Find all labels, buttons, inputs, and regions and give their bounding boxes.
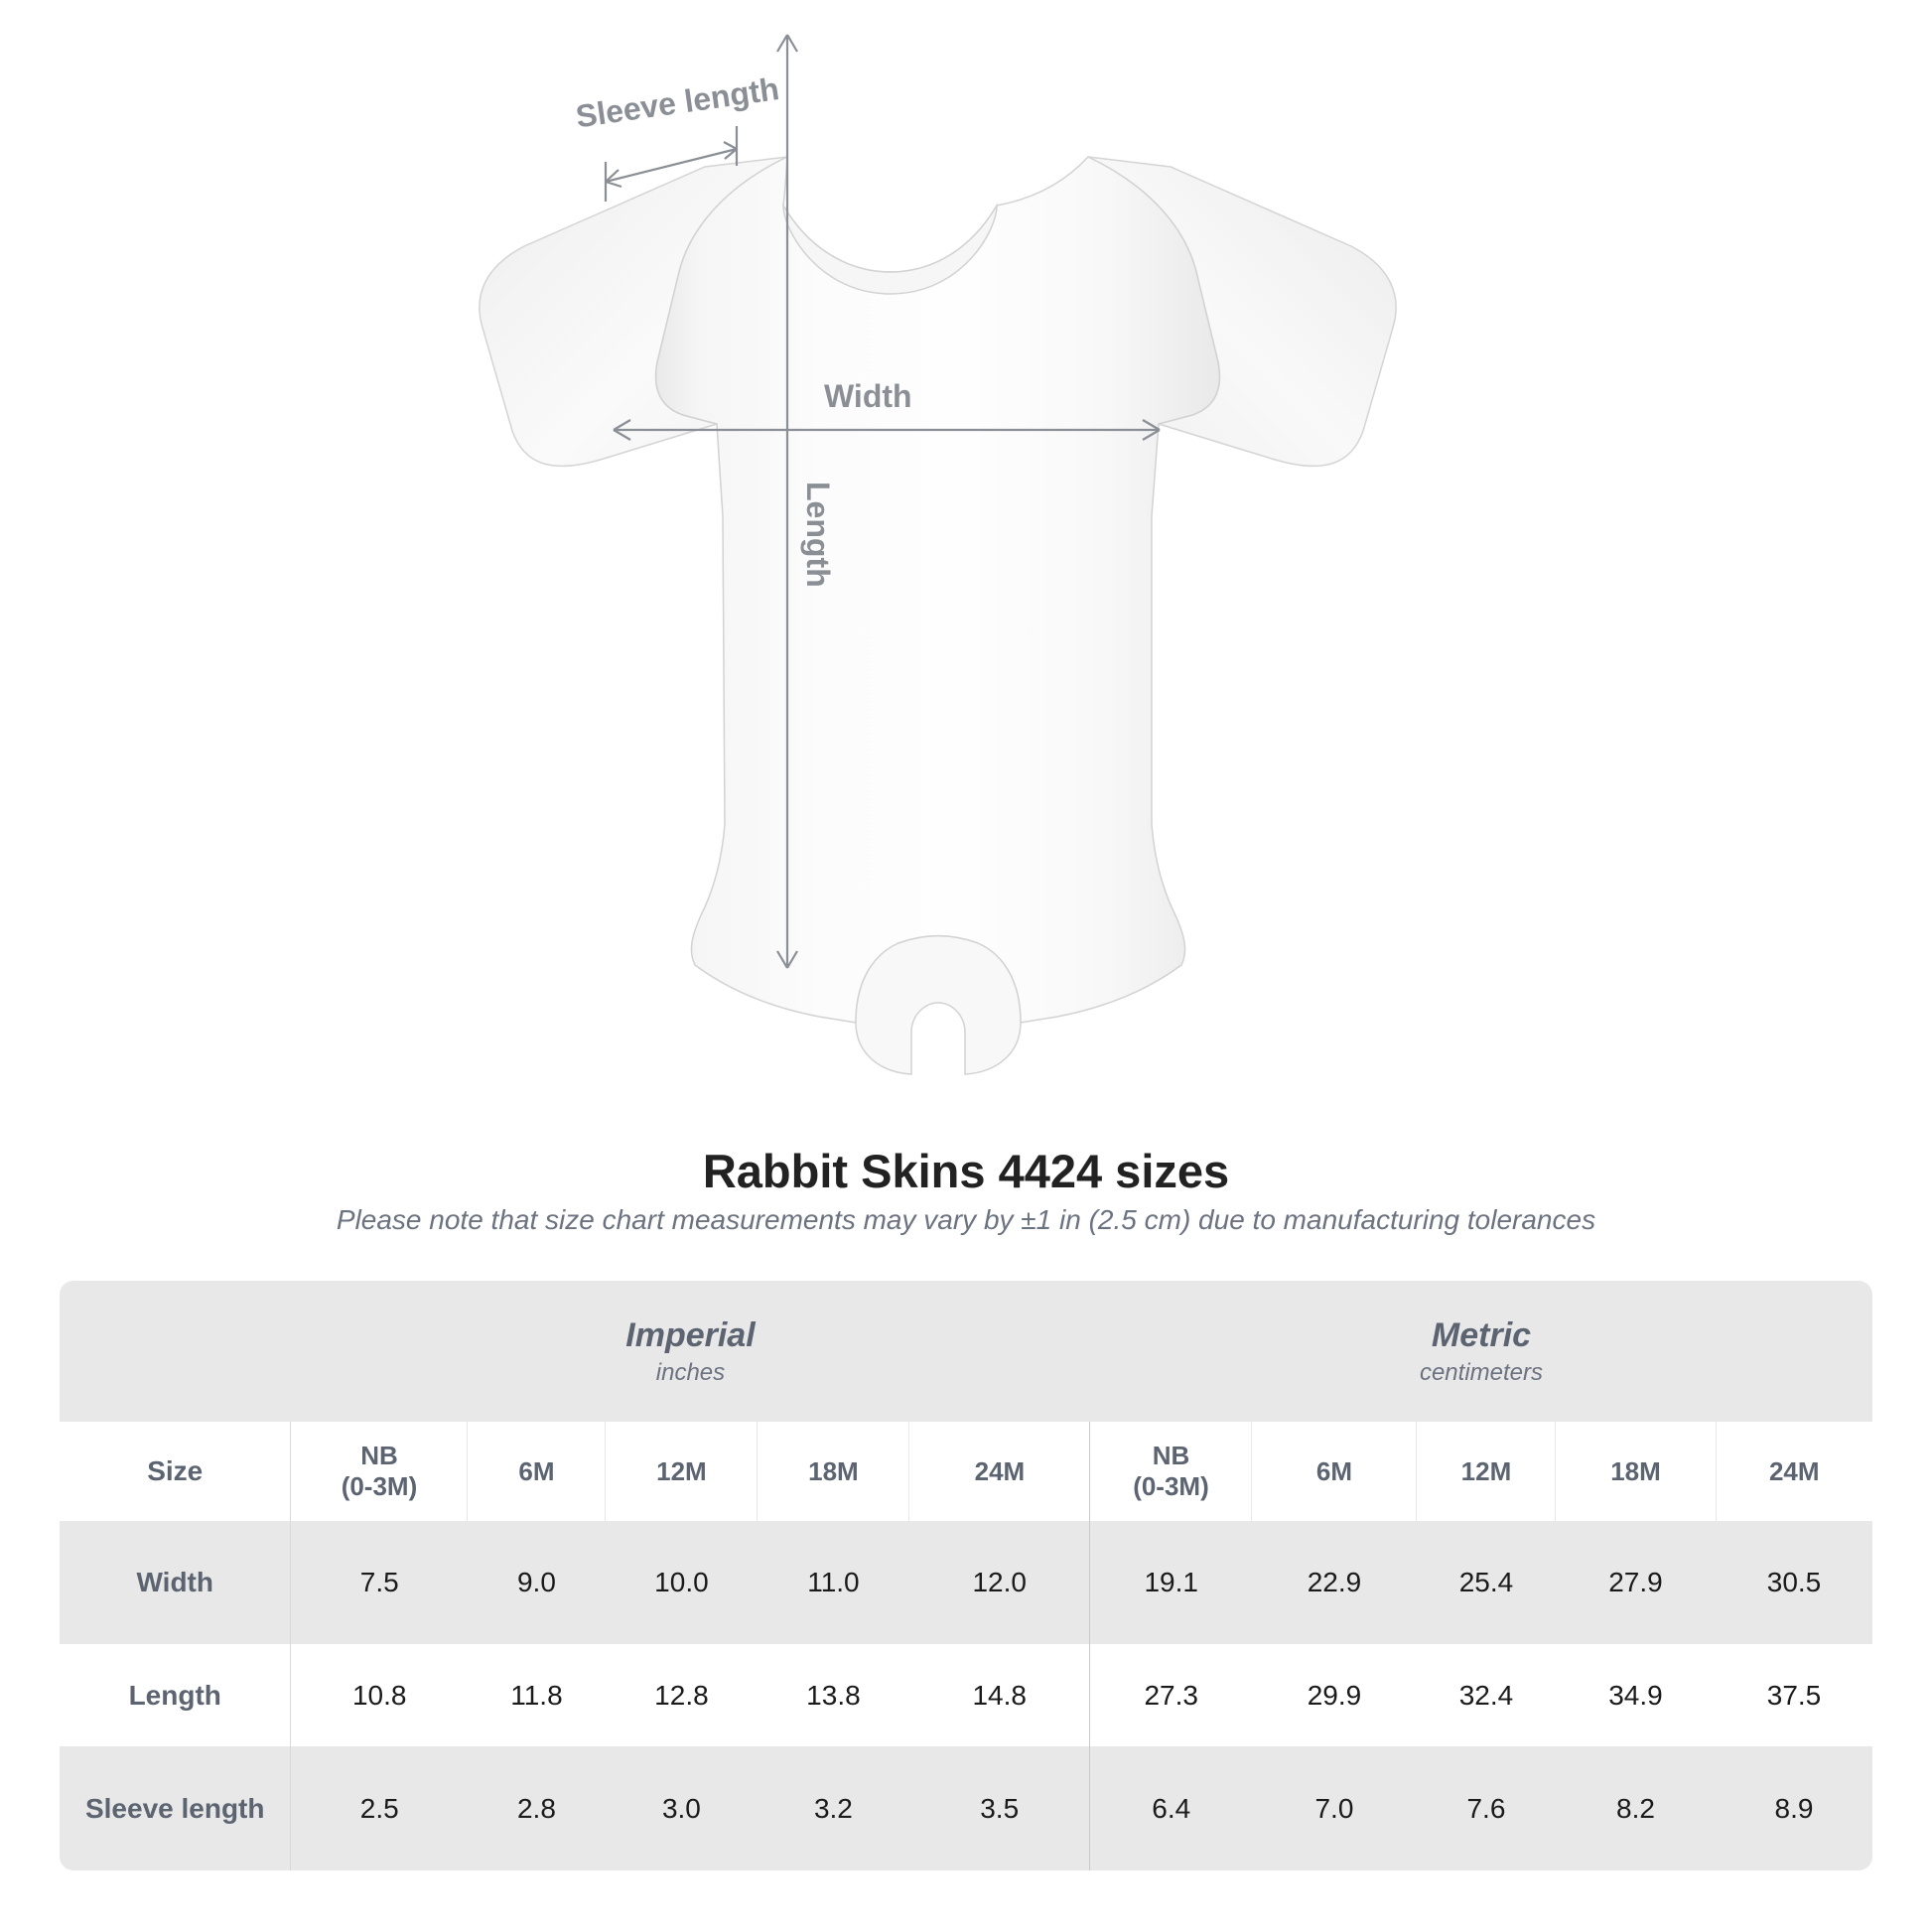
svg-text:Width: Width — [824, 378, 912, 414]
svg-text:Sleeve length: Sleeve length — [574, 70, 781, 134]
svg-text:Length: Length — [800, 482, 836, 588]
